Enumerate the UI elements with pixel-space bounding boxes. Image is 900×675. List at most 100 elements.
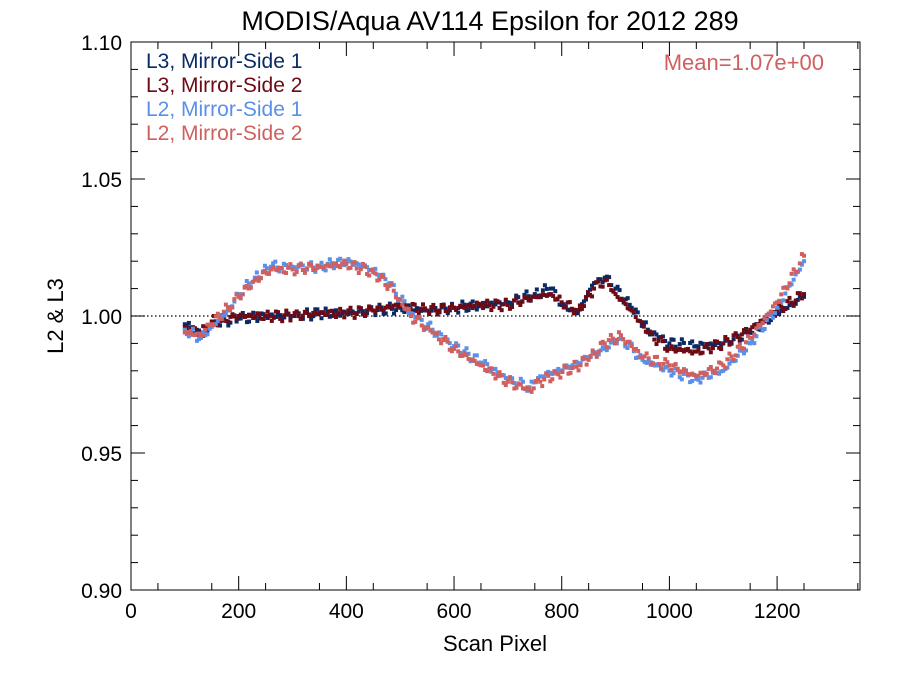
data-point [585, 293, 590, 298]
data-point [721, 363, 726, 368]
data-point [266, 271, 271, 276]
data-point [546, 292, 551, 297]
data-point [495, 299, 500, 304]
data-point [428, 328, 433, 333]
data-point [581, 299, 586, 304]
data-point [681, 367, 686, 372]
data-point [188, 325, 193, 330]
data-point [631, 309, 636, 314]
data-point [300, 313, 305, 318]
data-point [313, 269, 318, 274]
data-point [276, 310, 281, 315]
data-point [692, 349, 697, 354]
data-point [715, 371, 720, 376]
data-point [327, 309, 332, 314]
data-point [236, 316, 241, 321]
data-point [704, 372, 709, 377]
data-point [677, 342, 682, 347]
data-point [495, 374, 500, 379]
data-point [719, 343, 724, 348]
data-point [184, 323, 189, 328]
data-point [460, 353, 465, 358]
data-point [462, 305, 467, 310]
data-point [679, 337, 684, 342]
data-point [428, 320, 433, 325]
data-point [319, 264, 324, 269]
data-point [762, 316, 767, 321]
data-point [797, 294, 802, 299]
data-point [186, 320, 191, 325]
data-point [478, 303, 483, 308]
data-point [598, 348, 603, 353]
data-point [252, 278, 257, 283]
data-point [548, 292, 553, 297]
data-point [406, 307, 411, 312]
data-point [574, 359, 579, 364]
data-point [744, 348, 749, 353]
data-point [546, 369, 551, 374]
data-point [558, 368, 563, 373]
data-point [625, 345, 630, 350]
data-point [575, 308, 580, 313]
data-point [570, 363, 575, 368]
data-point [520, 299, 525, 304]
data-point [617, 297, 622, 302]
data-point [503, 297, 508, 302]
data-point [550, 371, 555, 376]
data-point [309, 317, 314, 322]
data-point [501, 373, 506, 378]
data-point [580, 356, 585, 361]
data-point [773, 311, 778, 316]
data-point [302, 270, 307, 275]
data-point [228, 304, 233, 309]
data-point [362, 314, 367, 319]
data-point [750, 335, 755, 340]
data-point [665, 364, 670, 369]
data-point [787, 295, 792, 300]
data-point [394, 308, 399, 313]
data-point [652, 355, 657, 360]
data-point [290, 264, 295, 269]
data-point [706, 367, 711, 372]
data-point [334, 264, 339, 269]
data-point [582, 356, 587, 361]
data-point [425, 308, 430, 313]
data-point [656, 335, 661, 340]
data-point [548, 286, 553, 291]
data-point [201, 324, 206, 329]
data-point [302, 267, 307, 272]
data-point [281, 261, 286, 266]
data-point [648, 329, 653, 334]
data-point [483, 359, 488, 364]
data-point [284, 308, 289, 313]
data-point [282, 315, 287, 320]
data-point [631, 347, 636, 352]
data-point [474, 361, 479, 366]
axis-ticks [130, 41, 860, 591]
data-point [799, 296, 804, 301]
data-point [637, 319, 642, 324]
data-point [232, 314, 237, 319]
data-point [604, 348, 609, 353]
data-point [373, 271, 378, 276]
data-point [377, 302, 382, 307]
data-point [643, 320, 648, 325]
data-point [389, 305, 394, 310]
data-point [596, 352, 601, 357]
data-point [491, 302, 496, 307]
data-point [483, 368, 488, 373]
data-point [797, 291, 802, 296]
data-point [746, 330, 751, 335]
data-point [694, 377, 699, 382]
data-point [449, 346, 454, 351]
data-point [315, 312, 320, 317]
data-point [681, 349, 686, 354]
data-point [594, 354, 599, 359]
data-point [470, 357, 475, 362]
data-point [288, 314, 293, 319]
legend-entry: L3, Mirror-Side 1 [146, 50, 302, 73]
data-point [619, 297, 624, 302]
data-point [611, 289, 616, 294]
data-point [704, 342, 709, 347]
data-point [338, 313, 343, 318]
